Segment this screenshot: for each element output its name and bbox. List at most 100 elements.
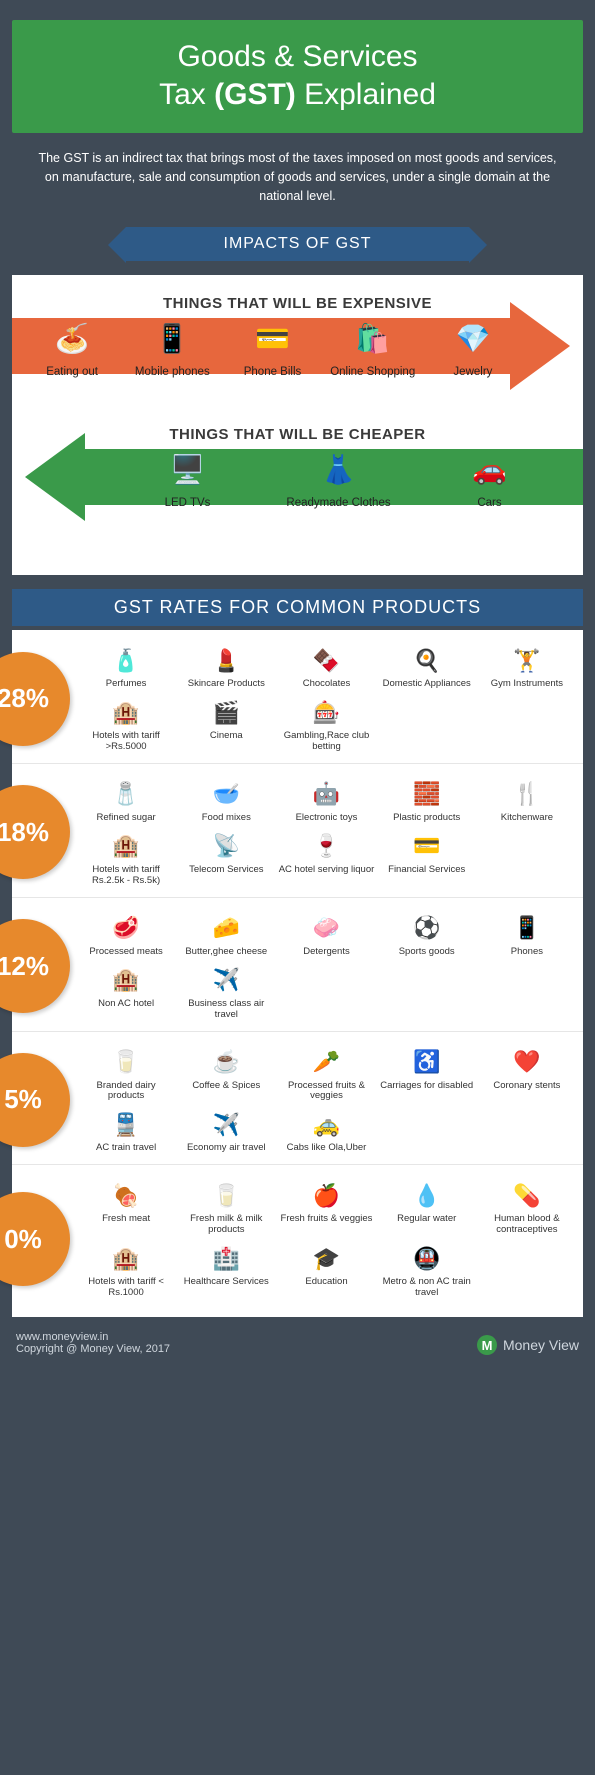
rate-percent: 18% [0,785,70,879]
product-cell: 🚕 Cabs like Ola,Uber [278,1108,374,1154]
product-cell: 🥣Food mixes [178,778,274,824]
product-icon: 🚕 [278,1108,374,1140]
product-label: Kitchenware [479,813,575,824]
product-icon: ❤️ [479,1046,575,1078]
product-cell: 🍖Fresh meat [78,1179,174,1236]
expensive-items: 🍝Eating out📱Mobile phones💳Phone Bills🛍️O… [12,316,583,380]
product-cell: 📱Phones [479,912,575,958]
brand: M Money View [477,1335,579,1355]
product-label: Detergents [278,947,374,958]
rate-percent: 12% [0,919,70,1013]
impacts-banner: IMPACTS OF GST [126,227,469,261]
product-cell: 🎓Education [278,1242,374,1299]
product-label: Telecom Services [178,865,274,876]
product-cell: 💧Regular water [379,1179,475,1236]
product-cell: 🧼 Detergents [278,912,374,958]
rate-grid: 🥩 Processed meats 🧀Butter,ghee cheese🧼 Dete… [70,912,575,1021]
product-cell: 🏨 Hotels with tariff < Rs.1000 [78,1242,174,1299]
product-label: Non AC hotel [78,999,174,1010]
item-icon: 🚗 [414,447,565,491]
product-icon: 🍳 [379,644,475,676]
product-label: Electronic toys [278,813,374,824]
product-cell: 🧴Perfumes [78,644,174,690]
product-cell: 🍫Chocolates [278,644,374,690]
expensive-arrow: 🍝Eating out📱Mobile phones💳Phone Bills🛍️O… [12,318,583,404]
product-cell: 🥛Fresh milk & milk products [178,1179,274,1236]
item-icon: 💎 [423,316,523,360]
product-icon: 🧱 [379,778,475,810]
item-icon: 🛍️ [323,316,423,360]
product-label: Cabs like Ola,Uber [278,1143,374,1154]
item-label: Cars [414,497,565,511]
product-label: Business class air travel [178,999,274,1021]
product-cell: 🎰Gambling,Race club betting [278,696,374,753]
item-label: Eating out [22,366,122,380]
product-icon: 🚇 [379,1242,475,1274]
rate-grid: 🥛Branded dairy products☕Coffee & Spices🥕… [70,1046,575,1155]
rate-grid: 🧂Refined sugar🥣Food mixes🤖Electronic toy… [70,778,575,887]
product-icon: 🎬 [178,696,274,728]
item-icon: 🍝 [22,316,122,360]
expensive-title: THINGS THAT WILL BE EXPENSIVE [12,295,583,312]
product-cell: 🍴 Kitchenware [479,778,575,824]
product-icon: 🎰 [278,696,374,728]
product-label: Phones [479,947,575,958]
product-cell: ❤️Coronary stents [479,1046,575,1103]
product-label: Carriages for disabled [379,1081,475,1092]
product-icon: 🤖 [278,778,374,810]
product-cell: 📡Telecom Services [178,830,274,887]
rate-percent: 5% [0,1053,70,1147]
title-bold: (GST) [214,78,296,111]
rate-percent: 28% [0,652,70,746]
footer: www.moneyview.in Copyright @ Money View,… [12,1317,583,1361]
product-icon: 🧂 [78,778,174,810]
product-icon: 💧 [379,1179,475,1211]
product-label: Skincare Products [178,679,274,690]
impact-item: 📱Mobile phones [122,316,222,380]
item-icon: 🖥️ [112,447,263,491]
product-icon: 🥛 [78,1046,174,1078]
product-cell: 🍎Fresh fruits & veggies [278,1179,374,1236]
impact-item: 🖥️LED TVs [112,447,263,511]
product-icon: 🏨 [78,1242,174,1274]
product-icon: 💳 [379,830,475,862]
product-cell: 🏥Healthcare Services [178,1242,274,1299]
impacts-card: THINGS THAT WILL BE EXPENSIVE 🍝 Eating ou… [12,275,583,575]
product-label: AC train travel [78,1143,174,1154]
product-icon: 🥣 [178,778,274,810]
product-icon: 🧴 [78,644,174,676]
rate-percent: 0% [0,1192,70,1286]
product-cell: 🧀Butter,ghee cheese [178,912,274,958]
product-label: Hotels with tariff < Rs.1000 [78,1277,174,1299]
item-label: Jewelry [423,366,523,380]
brand-name: Money View [503,1337,579,1353]
impact-item: 👗Readymade Clothes [263,447,414,511]
product-icon: ✈️ [178,1108,274,1140]
product-icon: 🥩 [78,912,174,944]
product-label: Branded dairy products [78,1081,174,1103]
product-icon: 🧀 [178,912,274,944]
product-icon: ♿ [379,1046,475,1078]
brand-logo-icon: M [477,1335,497,1355]
product-icon: 🧼 [278,912,374,944]
cheaper-items: 🖥️LED TVs👗Readymade Clothes🚗 Cars [12,447,583,511]
product-icon: 🍴 [479,778,575,810]
cheaper-title: THINGS THAT WILL BE CHEAPER [12,426,583,443]
product-icon: ✈️ [178,964,274,996]
product-cell: 🚇Metro & non AC train travel [379,1242,475,1299]
product-icon: 🍷 [278,830,374,862]
product-icon: 🏋️ [479,644,575,676]
rate-block: 12%🥩Processed meats🧀Butter,ghee cheese🧼D… [12,898,583,1032]
product-label: Coffee & Spices [178,1081,274,1092]
rate-block: 5%🥛Branded dairy products☕Coffee & Spice… [12,1032,583,1166]
rate-block: 0%🍖Fresh meat🥛Fresh milk & milk products… [12,1165,583,1309]
item-label: Phone Bills [222,366,322,380]
product-label: Processed meats [78,947,174,958]
product-icon: 🥛 [178,1179,274,1211]
product-label: Healthcare Services [178,1277,274,1288]
product-cell: 🤖 Electronic toys [278,778,374,824]
product-label: Economy air travel [178,1143,274,1154]
product-cell: ⚽Sports goods [379,912,475,958]
impact-item: 💳Phone Bills [222,316,322,380]
item-icon: 👗 [263,447,414,491]
